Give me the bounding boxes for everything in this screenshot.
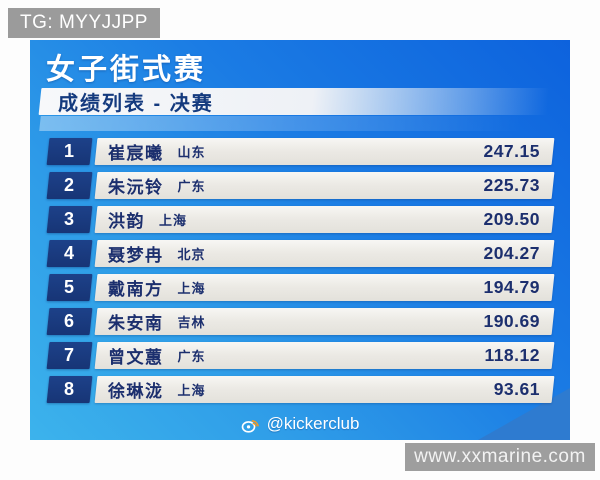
rank-badge: 1	[46, 138, 93, 165]
athlete-score: 247.15	[483, 141, 540, 161]
watermark: www.xxmarine.com	[405, 443, 595, 471]
athlete-score: 190.69	[483, 311, 540, 331]
athlete-region: 广东	[177, 179, 206, 194]
athlete-region: 上海	[159, 213, 188, 228]
weibo-icon	[241, 415, 260, 434]
table-row: 2 朱沅铃 广东 225.73	[30, 172, 570, 199]
athlete-score: 93.61	[493, 379, 540, 399]
subtitle-underband	[39, 116, 565, 131]
athlete-score: 118.12	[484, 345, 540, 365]
athlete-name: 崔宸曦	[108, 144, 164, 163]
athlete-region: 上海	[177, 383, 206, 398]
row-content: 聂梦冉 北京 204.27	[108, 240, 540, 267]
table-row: 1 崔宸曦 山东 247.15	[30, 138, 570, 165]
row-content: 曾文蕙 广东 118.12	[108, 342, 540, 369]
rank-badge: 8	[46, 376, 93, 403]
rank-number: 8	[64, 379, 75, 399]
rank-number: 6	[64, 311, 75, 331]
row-content: 徐琳泷 上海 93.61	[108, 376, 540, 403]
rank-badge: 5	[46, 274, 93, 301]
athlete-region: 吉林	[177, 315, 206, 330]
credit-handle: @kickerclub	[266, 414, 360, 433]
athlete-name: 聂梦冉	[108, 246, 164, 265]
rank-badge: 2	[46, 172, 93, 199]
rank-number: 1	[64, 141, 75, 161]
rank-number: 2	[64, 175, 75, 195]
rank-badge: 6	[46, 308, 93, 335]
athlete-name: 戴南方	[108, 280, 164, 299]
row-content: 崔宸曦 山东 247.15	[108, 138, 540, 165]
subtitle-bar: 成绩列表 - 决赛	[38, 88, 566, 115]
athlete-name: 徐琳泷	[108, 382, 164, 401]
rank-number: 3	[64, 209, 75, 229]
row-content: 朱沅铃 广东 225.73	[108, 172, 540, 199]
rank-number: 7	[64, 345, 75, 365]
table-row: 3 洪韵 上海 209.50	[30, 206, 570, 233]
athlete-name: 曾文蕙	[108, 348, 164, 367]
athlete-region: 上海	[177, 281, 206, 296]
athlete-name: 洪韵	[108, 212, 145, 231]
athlete-name: 朱安南	[108, 314, 164, 333]
row-content: 朱安南 吉林 190.69	[108, 308, 540, 335]
rank-badge: 4	[46, 240, 93, 267]
results-table: 1 崔宸曦 山东 247.15 2 朱沅铃 广东 225.73 3	[30, 138, 570, 410]
row-content: 洪韵 上海 209.50	[108, 206, 540, 233]
rank-number: 4	[64, 243, 75, 263]
athlete-region: 北京	[177, 247, 206, 262]
table-row: 7 曾文蕙 广东 118.12	[30, 342, 570, 369]
athlete-score: 225.73	[483, 175, 540, 195]
table-row: 5 戴南方 上海 194.79	[30, 274, 570, 301]
table-row: 4 聂梦冉 北京 204.27	[30, 240, 570, 267]
row-content: 戴南方 上海 194.79	[108, 274, 540, 301]
athlete-name: 朱沅铃	[108, 178, 164, 197]
credit: @kickerclub	[30, 412, 570, 436]
athlete-score: 204.27	[483, 243, 540, 263]
page-title: 女子街式赛	[46, 54, 207, 86]
rank-badge: 3	[46, 206, 93, 233]
athlete-region: 广东	[177, 349, 206, 364]
scoreboard-panel: 女子街式赛 成绩列表 - 决赛 1 崔宸曦 山东 247.15 2 朱沅铃	[30, 40, 570, 440]
athlete-score: 194.79	[483, 277, 540, 297]
tg-badge: TG: MYYJJPP	[8, 8, 160, 38]
table-row: 6 朱安南 吉林 190.69	[30, 308, 570, 335]
athlete-region: 山东	[177, 145, 206, 160]
athlete-score: 209.50	[483, 209, 540, 229]
subtitle-text: 成绩列表 - 决赛	[58, 92, 214, 115]
rank-number: 5	[64, 277, 75, 297]
table-row: 8 徐琳泷 上海 93.61	[30, 376, 570, 403]
rank-badge: 7	[46, 342, 93, 369]
